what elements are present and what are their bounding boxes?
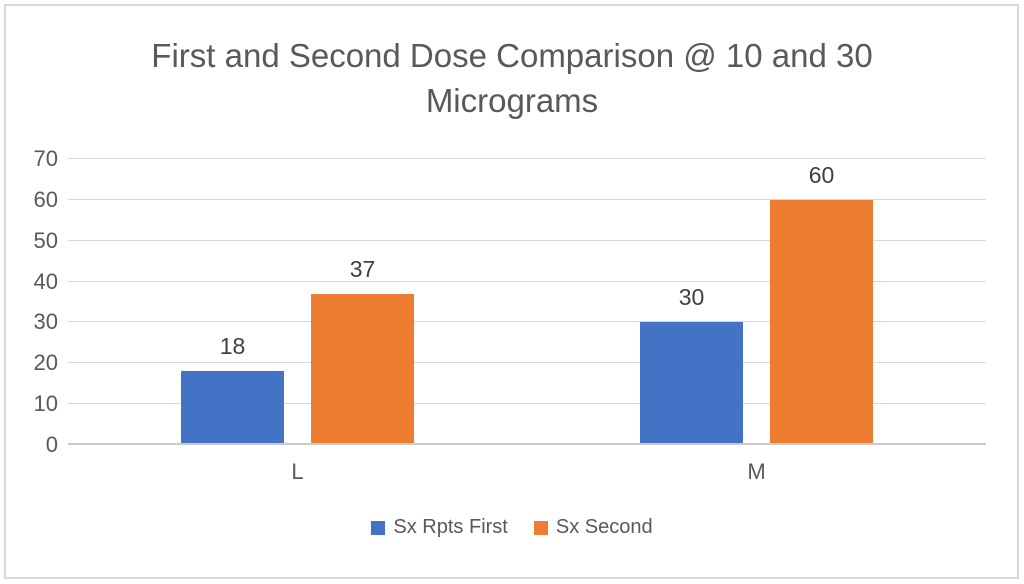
y-tick-label-20: 20 (33, 350, 58, 376)
bar-sx-second-l: 37 (311, 257, 414, 445)
category-label-m: M (747, 459, 766, 484)
chart-title-line1: First and Second Dose Comparison @ 10 an… (151, 37, 873, 74)
gridline-70 (68, 158, 986, 159)
plot-area: 18 37 30 60 (68, 158, 986, 445)
data-label-sx-second-l: 37 (349, 255, 376, 282)
legend-label: Sx Rpts First (393, 516, 508, 538)
data-label-sx-rpts-first-m: 30 (678, 284, 705, 311)
x-axis-line (68, 443, 986, 445)
gridline-60 (68, 198, 986, 200)
gridline-40 (68, 280, 986, 282)
category-label-l: L (291, 459, 304, 484)
y-tick-label-70: 70 (33, 146, 58, 171)
data-label-sx-rpts-first-l: 18 (219, 333, 246, 360)
y-tick-label-30: 30 (33, 309, 58, 335)
legend-swatch-icon (371, 520, 386, 535)
legend: Sx Rpts First Sx Second (0, 516, 1024, 539)
chart-title-line2: Micrograms (425, 82, 599, 119)
gridline-20 (68, 362, 986, 364)
y-tick-label-10: 10 (33, 391, 58, 417)
gridline-30 (68, 321, 986, 323)
y-tick-label-50: 50 (33, 227, 58, 253)
legend-swatch-icon (533, 520, 548, 535)
y-tick-label-0: 0 (45, 432, 58, 457)
bar-group-m: 30 60 (527, 159, 986, 445)
bar-sx-rpts-first-l: 18 (181, 335, 284, 445)
gridline-50 (68, 239, 986, 241)
y-tick-label-60: 60 (33, 186, 58, 212)
legend-item-sx-rpts-first: Sx Rpts First (371, 516, 508, 539)
bar-sx-rpts-first-m: 30 (640, 286, 743, 445)
y-tick-label-40: 40 (33, 268, 58, 294)
data-label-sx-second-m: 60 (808, 161, 835, 188)
y-axis: 0 10 20 30 40 50 60 70 (10, 148, 58, 456)
bar-group-l: 18 37 (68, 159, 527, 445)
chart-title: First and Second Dose Comparison @ 10 an… (0, 33, 1024, 123)
legend-label: Sx Second (555, 516, 653, 538)
bar-sx-second-m: 60 (770, 163, 873, 445)
gridline-10 (68, 403, 986, 405)
legend-item-sx-second: Sx Second (533, 516, 653, 539)
